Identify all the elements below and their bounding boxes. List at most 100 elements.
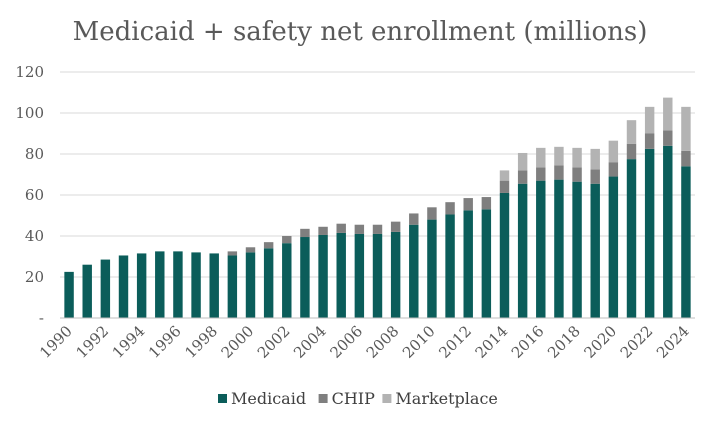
bar-marketplace-2015	[517, 152, 528, 171]
x-tick-label: 2020	[580, 322, 620, 362]
x-tick-label: 1992	[72, 322, 112, 362]
bar-medicaid-2008	[390, 231, 401, 318]
bar-medicaid-2002	[282, 243, 292, 318]
x-tick-label: 1998	[181, 322, 221, 362]
x-tick-label: 2010	[399, 322, 439, 362]
x-tick-label: 2022	[617, 322, 657, 362]
bar-chip-2016	[536, 167, 546, 181]
bar-stack-2022	[644, 106, 655, 318]
bar-stack-2001	[263, 242, 274, 318]
bar-medicaid-2011	[445, 214, 455, 318]
bar-stack-2024	[681, 106, 691, 318]
bar-chip-2005	[336, 223, 346, 233]
bar-medicaid-2007	[372, 233, 383, 318]
legend-swatch-medicaid	[218, 394, 227, 403]
bar-stack-2005	[336, 223, 346, 318]
bar-medicaid-2004	[318, 234, 328, 318]
x-tick-label: 2012	[435, 322, 475, 362]
bar-chip-2017	[554, 165, 564, 180]
bar-chip-2023	[663, 130, 673, 146]
legend: Medicaid CHIP Marketplace	[218, 389, 498, 408]
bar-medicaid-1995	[155, 251, 165, 318]
y-tick-label: 120	[15, 63, 44, 81]
bar-medicaid-2006	[354, 233, 365, 318]
bar-stack-2021	[626, 120, 637, 318]
bar-marketplace-2024	[681, 106, 691, 151]
bar-chip-2001	[263, 242, 274, 249]
bar-stack-2000	[245, 247, 256, 318]
bar-medicaid-1991	[82, 264, 92, 318]
bar-medicaid-2017	[554, 179, 564, 318]
bar-medicaid-2003	[300, 237, 310, 318]
x-tick-label: 2016	[508, 322, 548, 362]
bar-chip-2019	[590, 169, 600, 184]
bar-chip-2011	[445, 202, 455, 215]
bar-stack-2007	[372, 224, 383, 318]
y-tick-label: 100	[15, 104, 44, 122]
bar-medicaid-2018	[572, 181, 582, 318]
bar-chip-2013	[481, 197, 492, 210]
bar-stack-1991	[82, 264, 92, 318]
y-tick-label: 20	[25, 268, 44, 286]
x-tick-label: 2024	[653, 322, 693, 362]
bar-medicaid-2019	[590, 183, 600, 318]
bar-medicaid-1990	[64, 271, 74, 318]
bar-medicaid-1997	[191, 252, 201, 318]
x-tick-label: 1994	[109, 322, 149, 362]
bar-stack-1994	[136, 253, 147, 318]
bar-medicaid-1993	[118, 255, 129, 318]
y-tick-label: -	[39, 309, 44, 327]
bar-stack-2015	[517, 152, 528, 318]
bar-stack-1992	[100, 259, 111, 318]
x-tick-label: 2000	[218, 322, 258, 362]
bar-stack-2008	[390, 221, 401, 318]
bar-chip-2012	[463, 198, 473, 211]
bar-medicaid-2013	[481, 209, 492, 318]
bars	[64, 97, 691, 318]
bar-medicaid-1992	[100, 259, 111, 318]
x-axis-ticks: 1990199219941996199820002002200420062008…	[36, 322, 693, 362]
legend-label-medicaid: Medicaid	[231, 389, 306, 408]
bar-stack-2004	[318, 226, 328, 318]
bar-marketplace-2022	[644, 106, 655, 134]
bar-stack-2010	[427, 207, 437, 318]
bar-medicaid-2005	[336, 232, 346, 318]
bar-stack-1990	[64, 271, 74, 318]
bar-stack-2019	[590, 148, 600, 318]
y-tick-label: 80	[25, 145, 44, 163]
bar-medicaid-1998	[209, 253, 219, 318]
x-tick-label: 2006	[326, 322, 366, 362]
bar-chip-2004	[318, 226, 328, 235]
bar-stack-2006	[354, 224, 365, 318]
chart-title: Medicaid + safety net enrollment (millio…	[73, 17, 648, 47]
x-tick-label: 1996	[145, 322, 185, 362]
bar-marketplace-2014	[499, 170, 510, 181]
x-tick-label: 1990	[36, 322, 76, 362]
bar-stack-1997	[191, 252, 201, 318]
bar-stack-2016	[536, 147, 546, 318]
x-tick-label: 2004	[290, 322, 330, 362]
bar-medicaid-2001	[263, 248, 274, 318]
bar-marketplace-2017	[554, 146, 564, 166]
bar-chip-2003	[300, 228, 310, 238]
bar-stack-2018	[572, 147, 582, 318]
bar-chip-2006	[354, 224, 365, 234]
bar-medicaid-2014	[499, 192, 510, 318]
bar-stack-1999	[227, 251, 238, 318]
bar-medicaid-2010	[427, 219, 437, 318]
x-tick-label: 2018	[544, 322, 584, 362]
bar-marketplace-2018	[572, 147, 582, 168]
bar-chip-2007	[372, 224, 383, 234]
bar-stack-2017	[554, 146, 564, 318]
bar-medicaid-1999	[227, 255, 238, 318]
bar-medicaid-2021	[626, 159, 637, 318]
bar-medicaid-2022	[644, 148, 655, 318]
legend-label-marketplace: Marketplace	[395, 389, 498, 408]
bar-chip-2022	[644, 133, 655, 149]
legend-swatch-marketplace	[382, 394, 392, 403]
bar-stack-1995	[155, 251, 165, 318]
bar-stack-2014	[499, 170, 510, 318]
bar-chip-2021	[626, 143, 637, 160]
bar-stack-1998	[209, 253, 219, 318]
